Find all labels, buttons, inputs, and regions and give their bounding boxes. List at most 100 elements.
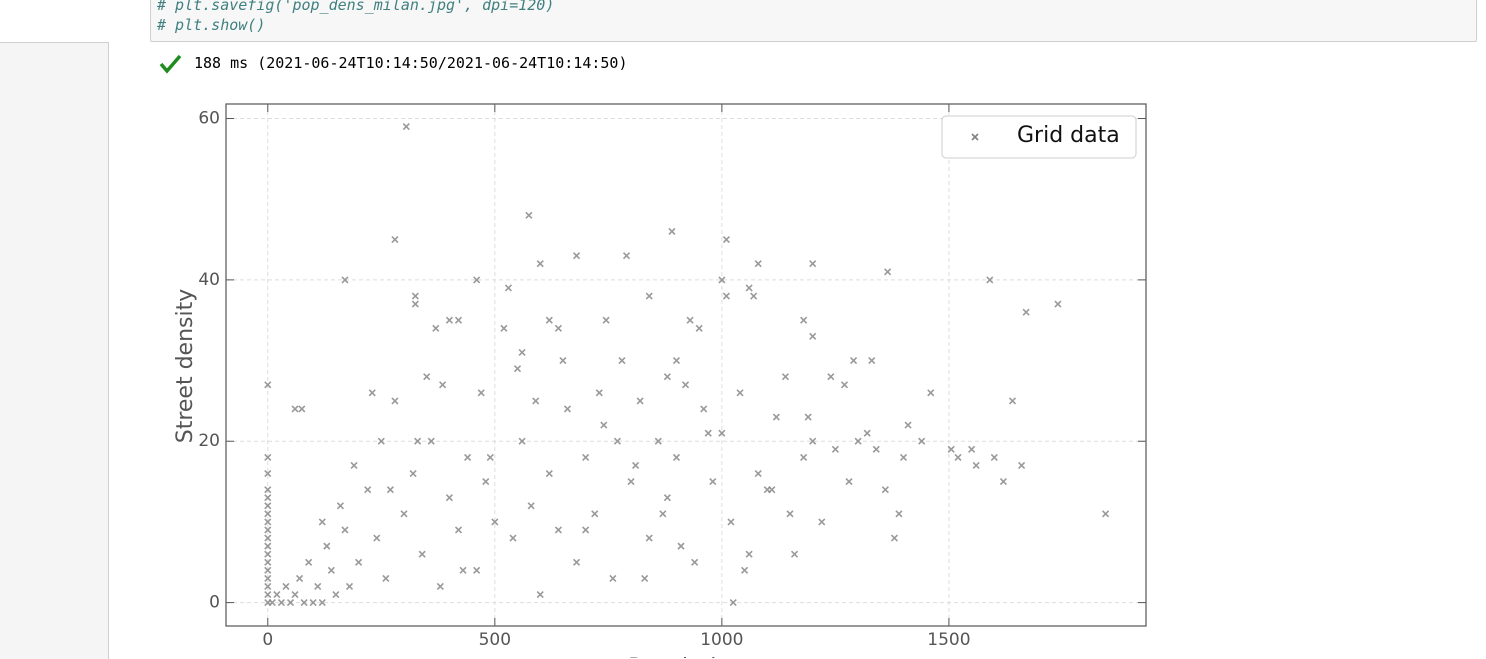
point xyxy=(729,599,737,607)
point xyxy=(672,356,681,365)
point xyxy=(282,582,290,591)
x-axis-label: Population xyxy=(628,655,744,658)
point xyxy=(336,502,344,510)
point xyxy=(884,268,892,276)
point xyxy=(264,582,272,591)
point xyxy=(602,316,610,324)
point xyxy=(750,292,758,300)
point xyxy=(627,478,635,486)
point xyxy=(554,324,562,332)
point xyxy=(645,292,653,300)
point xyxy=(840,381,849,389)
point xyxy=(800,453,808,461)
point xyxy=(1022,308,1030,316)
point xyxy=(264,558,272,566)
point xyxy=(273,590,281,599)
point xyxy=(741,566,749,574)
point xyxy=(686,316,694,324)
point xyxy=(536,590,544,599)
point xyxy=(518,437,526,445)
point xyxy=(477,389,485,397)
point xyxy=(345,582,354,591)
point xyxy=(754,260,762,268)
point xyxy=(572,558,581,566)
point xyxy=(525,211,533,219)
point xyxy=(400,510,408,518)
point xyxy=(700,405,708,413)
point xyxy=(1018,461,1026,470)
point xyxy=(591,510,599,518)
success-icon xyxy=(159,54,182,74)
point xyxy=(768,486,776,494)
point xyxy=(482,478,490,486)
plot-frame xyxy=(225,103,1147,627)
point xyxy=(518,348,526,357)
point xyxy=(513,365,522,373)
point xyxy=(863,429,871,437)
point xyxy=(804,413,812,421)
point xyxy=(677,542,685,550)
point xyxy=(341,276,349,284)
point xyxy=(355,558,363,566)
prompt-gutter xyxy=(0,42,109,659)
point xyxy=(314,582,322,591)
x-tick-label: 1500 xyxy=(927,630,970,650)
point xyxy=(382,574,390,582)
point xyxy=(298,405,306,413)
point xyxy=(636,397,644,405)
point xyxy=(559,356,567,365)
point xyxy=(722,235,730,244)
code-cell[interactable]: # plt.savefig('pop_dens_milan.jpg', dpi=… xyxy=(150,0,1477,42)
point xyxy=(809,332,817,340)
point xyxy=(500,324,508,332)
point xyxy=(904,421,912,429)
point xyxy=(745,284,753,292)
point xyxy=(264,590,272,599)
point xyxy=(527,502,535,510)
point xyxy=(868,356,876,365)
point xyxy=(645,534,653,542)
point xyxy=(300,599,308,607)
point xyxy=(391,235,399,244)
point xyxy=(368,389,376,397)
point xyxy=(895,510,903,518)
point xyxy=(264,502,272,510)
point xyxy=(595,389,603,397)
point xyxy=(990,453,998,461)
point xyxy=(309,599,317,607)
point xyxy=(681,381,690,389)
code-line: # plt.show() xyxy=(157,16,266,34)
point xyxy=(786,510,794,518)
execution-time: 188 ms (2021-06-24T10:14:50/2021-06-24T1… xyxy=(194,54,628,72)
point xyxy=(536,260,544,268)
point xyxy=(881,486,889,494)
y-tick-label: 40 xyxy=(198,270,220,290)
point xyxy=(1102,510,1110,518)
point xyxy=(439,381,447,389)
point xyxy=(845,478,853,486)
point xyxy=(264,566,272,574)
point xyxy=(432,324,440,332)
point xyxy=(618,356,626,365)
point xyxy=(999,478,1007,486)
point xyxy=(691,558,699,566)
point xyxy=(268,599,276,607)
point xyxy=(264,381,272,389)
x-tick-label: 1000 xyxy=(700,630,743,650)
point xyxy=(459,566,467,574)
point xyxy=(772,413,780,421)
point xyxy=(554,526,562,534)
point xyxy=(854,437,862,445)
point xyxy=(641,574,649,582)
point xyxy=(291,405,299,413)
point xyxy=(572,252,581,260)
x-tick-label: 0 xyxy=(262,630,273,650)
point xyxy=(663,373,671,381)
point xyxy=(722,292,730,300)
point xyxy=(454,526,463,534)
point xyxy=(323,542,331,550)
point xyxy=(373,534,381,542)
point xyxy=(736,389,744,397)
point xyxy=(264,486,272,494)
